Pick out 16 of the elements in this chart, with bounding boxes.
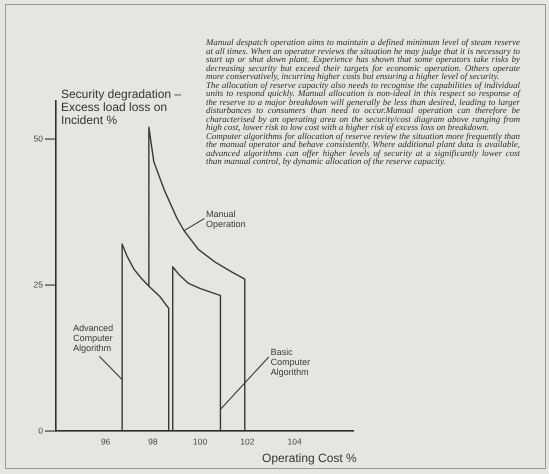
x-tick-label: 96	[100, 436, 111, 446]
x-tick-label: 98	[148, 436, 158, 446]
annotation: The allocation of reserve capacity also needs to recognise the capabilities of individual units to respond quickly. Manual allocation is non-ideal in this respect so response of the reserve to a major breakdown will generally be less than desired, leading to larger disturbances to consumers than need to occur.Manual operation can therefore be characterised by an operating area on the security/cost diagram above ranging from high cost, lower risk to low cost with a higher risk of excess loss on breakdown.	[206, 80, 520, 132]
y-axis-title: Security degradation – Excess load loss on Incident %	[61, 87, 182, 127]
y-tick-label: 0	[38, 425, 44, 436]
text: Basic Computer Algorithm	[270, 346, 310, 377]
text: Manual despatch operation aims to maintain a defined minimum level of steam reserve at all times. When an operator reviews the situation he may judge that it is necessary to start up or shut down plant. Experience has shown that some operators take risks by decreasing security but exceed their targets for economic operation. Others operate more conservatively, incurring higher costs but ensuring a higher level of security.	[206, 37, 520, 81]
x-axis-title: Operating Cost %	[262, 451, 357, 465]
y-tick-label: 25	[34, 279, 44, 290]
legend-label: Manual Operation	[206, 208, 246, 229]
x-tick-label: 104	[288, 436, 302, 446]
x-tick-label: 100	[193, 436, 208, 446]
x-tick-label: 102	[240, 436, 255, 446]
annotation: Computer algorithms for allocation of reserve review the situation more frequently than the manual operator and behave consistently. Where additional plant data is available, advanced algorithms can offer higher levels of security at a significantly lower cost than manual control, by dynamic allocation of the reserve capacity.	[206, 130, 520, 166]
series-label: Advanced Computer Algorithm	[73, 323, 114, 354]
y-tick-label: 50	[34, 133, 44, 144]
